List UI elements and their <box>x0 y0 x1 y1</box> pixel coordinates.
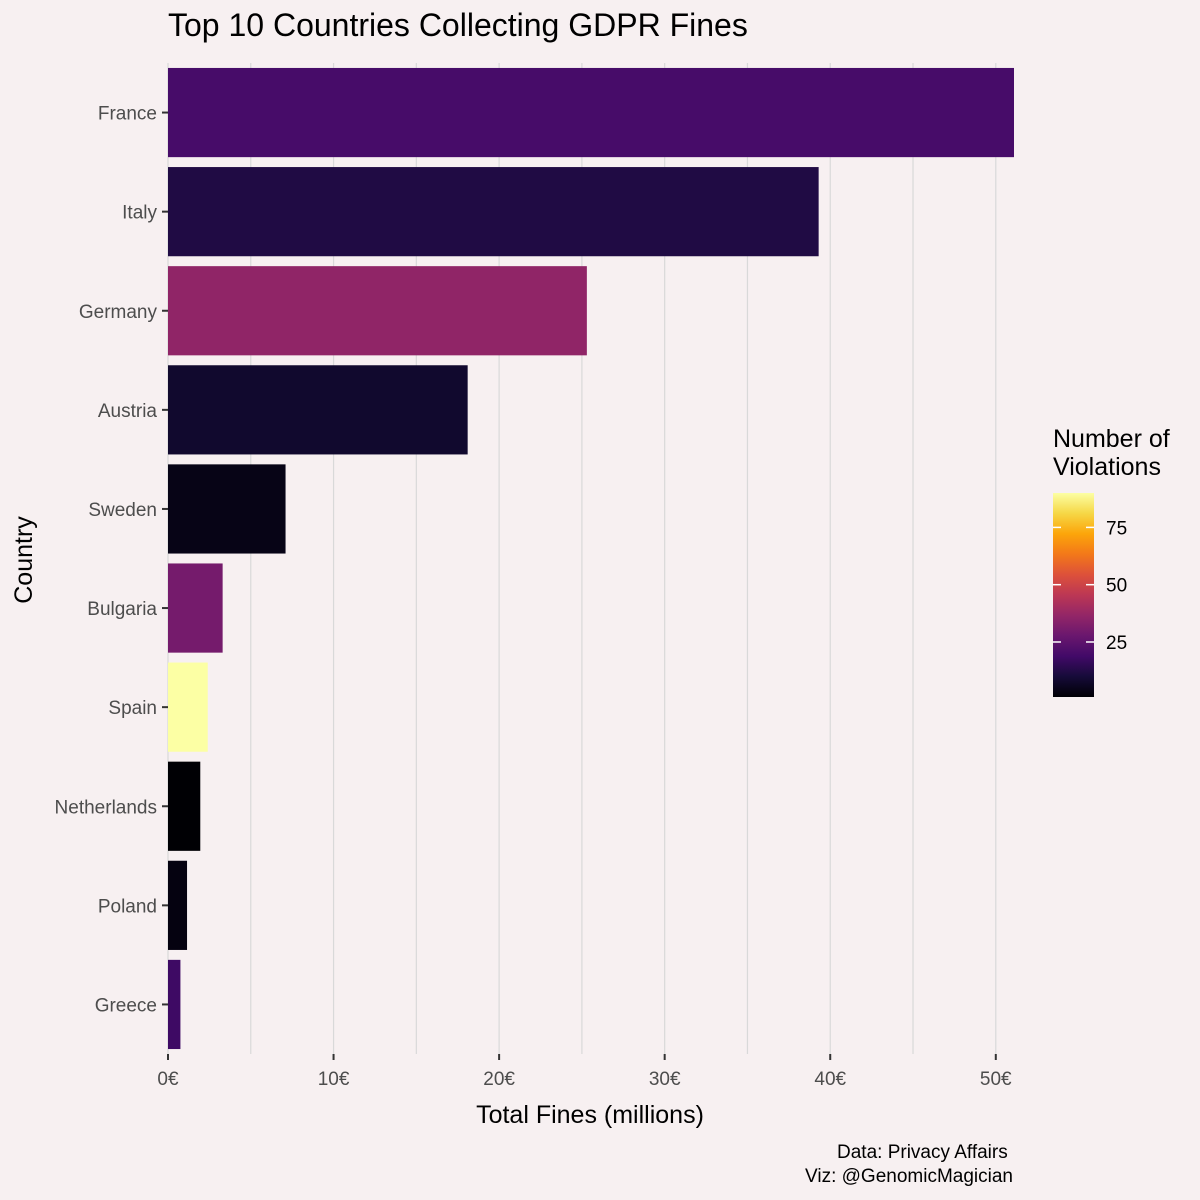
x-axis-title: Total Fines (millions) <box>476 1101 704 1129</box>
caption: Data: Privacy Affairs Viz: @GenomicMagic… <box>805 1142 1013 1187</box>
x-tick-label: 50€ <box>980 1069 1012 1090</box>
legend-ticks: 25 50 75 <box>1053 518 1127 654</box>
y-tick-label: France <box>98 104 157 125</box>
bars <box>168 67 1014 1050</box>
x-tick-label: 30€ <box>649 1069 681 1090</box>
x-tick-label: 40€ <box>814 1069 846 1090</box>
y-tick-label: Spain <box>108 698 157 719</box>
bar-germany <box>168 266 587 356</box>
caption-line-1: Data: Privacy Affairs <box>837 1142 1008 1163</box>
bar-spain <box>168 662 208 752</box>
legend: Number of Violations 25 50 75 <box>1053 425 1177 697</box>
x-tick-label: 0€ <box>157 1069 179 1090</box>
bar-netherlands <box>168 761 201 851</box>
y-tick-label: Netherlands <box>55 797 157 818</box>
y-tick-label: Austria <box>98 401 158 422</box>
y-tick-label: Sweden <box>88 500 157 521</box>
legend-tick-label: 50 <box>1106 576 1127 597</box>
x-tick-label: 10€ <box>318 1069 350 1090</box>
legend-title: Number of Violations <box>1053 425 1177 481</box>
bar-italy <box>168 167 819 257</box>
caption-line-2: Viz: @GenomicMagician <box>805 1166 1013 1187</box>
y-tick-label: Italy <box>122 203 157 224</box>
chart-title: Top 10 Countries Collecting GDPR Fines <box>168 7 748 43</box>
legend-tick-label: 75 <box>1106 518 1127 539</box>
y-tick-label: Greece <box>95 995 157 1016</box>
bar-austria <box>168 365 468 455</box>
bar-bulgaria <box>168 563 223 653</box>
legend-title-line-1: Number of <box>1053 425 1170 453</box>
y-tick-label: Bulgaria <box>87 599 157 620</box>
y-axis: France Italy Germany Austria Sweden Bulgaria S… <box>55 104 168 1016</box>
bar-france <box>168 67 1014 158</box>
bar-sweden <box>168 464 286 554</box>
bar-poland <box>168 860 188 950</box>
y-axis-title: Country <box>10 516 38 604</box>
legend-tick-label: 25 <box>1106 633 1127 654</box>
legend-title-line-2: Violations <box>1053 453 1161 481</box>
y-tick-label: Poland <box>98 896 157 917</box>
legend-colorbar <box>1053 493 1094 697</box>
y-tick-label: Germany <box>79 302 158 323</box>
x-axis: 0€ 10€ 20€ 30€ 40€ 50€ <box>157 1054 1012 1090</box>
bar-greece <box>168 959 181 1050</box>
x-tick-label: 20€ <box>483 1069 515 1090</box>
